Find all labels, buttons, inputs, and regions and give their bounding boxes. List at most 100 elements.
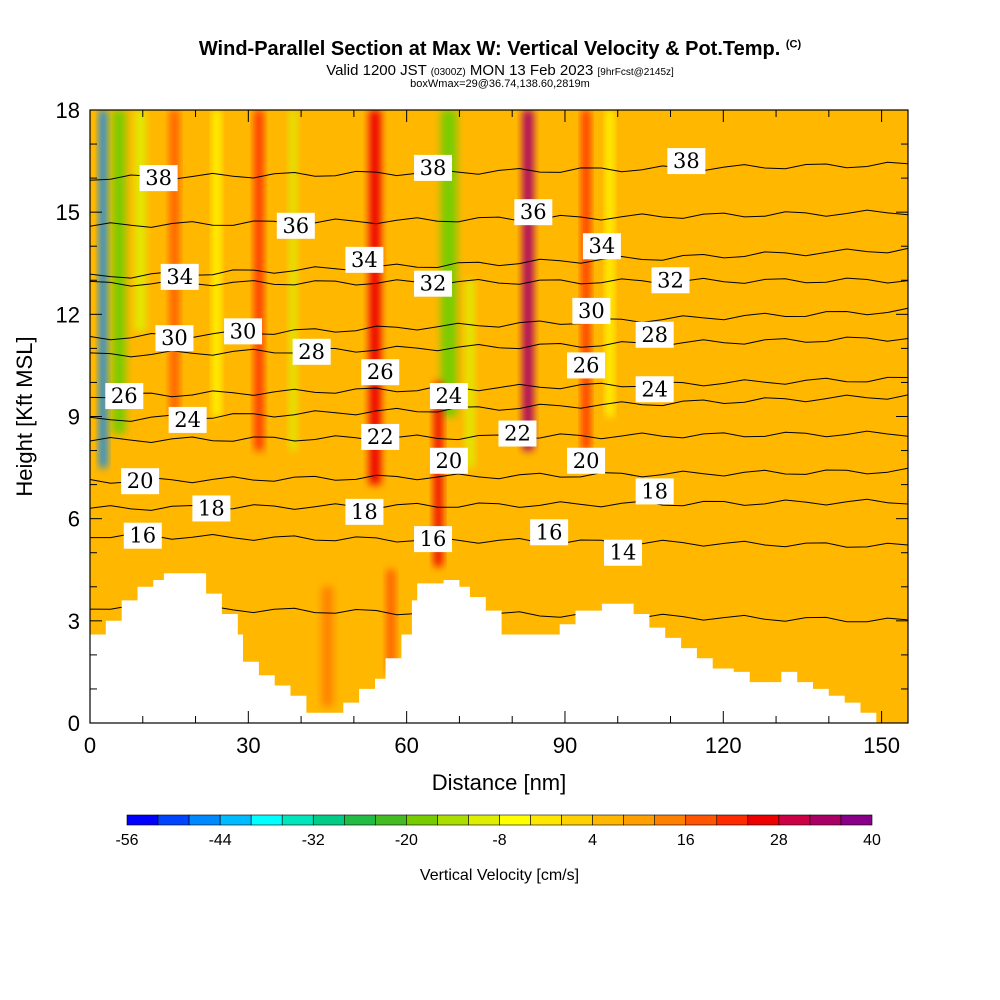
isentrope-label: 22 xyxy=(361,423,400,450)
x-tick-label: 120 xyxy=(705,733,742,758)
colorbar-tick-label: -20 xyxy=(395,832,418,849)
velocity-feature xyxy=(134,110,146,332)
velocity-feature xyxy=(465,280,475,468)
isentrope-label-text: 30 xyxy=(230,319,257,343)
colorbar-tick-label: -8 xyxy=(492,832,506,849)
isentrope-label: 24 xyxy=(429,383,468,410)
colorbar-swatch xyxy=(188,814,221,826)
isentrope-label-text: 24 xyxy=(435,384,462,408)
isentrope-label-text: 30 xyxy=(578,299,605,323)
isentrope-label-text: 18 xyxy=(351,500,378,524)
isentrope-label: 24 xyxy=(635,376,674,403)
colorbar-swatch xyxy=(747,814,780,826)
chart-subtitle: Valid 1200 JST (0300Z) MON 13 Feb 2023 [… xyxy=(0,62,1000,79)
colorbar-swatch xyxy=(685,814,718,826)
isentrope-line xyxy=(90,209,908,228)
velocity-feature xyxy=(582,110,591,451)
isentrope-label-bg xyxy=(224,318,263,345)
isentrope-label: 16 xyxy=(530,519,569,546)
valid-prefix: Valid 1200 JST xyxy=(326,62,427,79)
x-tick-label: 150 xyxy=(863,733,900,758)
isentrope-label-text: 34 xyxy=(589,234,616,258)
terrain-mask xyxy=(90,573,908,723)
isentrope-label-bg xyxy=(514,199,553,226)
isentrope-label-bg xyxy=(292,338,331,365)
isentrope-label-bg xyxy=(572,297,611,324)
velocity-feature xyxy=(440,110,457,417)
isentrope-line xyxy=(90,247,908,279)
colorbar-swatch xyxy=(561,814,593,826)
y-tick-label: 12 xyxy=(56,302,80,327)
isentrope-label-text: 24 xyxy=(174,408,201,432)
x-tick-label: 0 xyxy=(84,733,96,758)
colorbar-swatch xyxy=(281,814,314,826)
colorbar-swatch xyxy=(840,814,873,826)
isentrope-line xyxy=(90,467,908,484)
isentrope-label: 28 xyxy=(635,321,674,348)
isentrope-label: 16 xyxy=(123,522,162,549)
isentrope-label-bg xyxy=(429,383,468,410)
isentrope-label-text: 20 xyxy=(435,449,462,473)
isentrope-label: 38 xyxy=(667,148,706,175)
isentrope-label: 14 xyxy=(604,539,643,566)
colorbar-swatch xyxy=(343,814,376,826)
isentrope-label-bg xyxy=(345,498,384,525)
isentrope-label-bg xyxy=(651,267,690,294)
isentrope-label-text: 18 xyxy=(641,479,668,503)
isentrope-label: 38 xyxy=(139,165,178,192)
colorbar-swatch xyxy=(312,814,345,826)
colorbar-swatch xyxy=(654,814,687,826)
colorbar-tick-label: 4 xyxy=(588,832,597,849)
colorbar-swatch xyxy=(157,814,190,826)
colorbar-tick-label: -56 xyxy=(115,832,138,849)
velocity-feature xyxy=(386,569,395,672)
velocity-feature xyxy=(522,110,534,451)
colorbar: -56 -44 -32 -20 -8 4 16 28 40 xyxy=(115,814,881,849)
isentrope-label-text: 36 xyxy=(520,200,547,224)
velocity-feature xyxy=(170,110,179,417)
isentrope-label-bg xyxy=(276,212,315,239)
isentrope-label: 26 xyxy=(361,359,400,386)
isentrope-label-text: 18 xyxy=(198,496,225,520)
y-tick-label: 9 xyxy=(68,405,80,430)
velocity-feature xyxy=(606,110,614,417)
isentrope-label-bg xyxy=(160,263,199,290)
isentrope-label-bg xyxy=(121,468,160,495)
isentrope-label-text: 20 xyxy=(127,469,154,493)
isentrope-label-bg xyxy=(192,495,231,522)
isentrope-label: 32 xyxy=(651,267,690,294)
isentrope-label-text: 14 xyxy=(610,541,637,565)
valid-date: MON 13 Feb 2023 xyxy=(469,62,594,79)
colorbar-swatch xyxy=(468,814,500,826)
velocity-feature xyxy=(99,110,107,468)
isentrope-label: 22 xyxy=(498,420,537,447)
colorbar-tick-label: 16 xyxy=(677,832,695,849)
isentrope-label-text: 34 xyxy=(351,248,378,272)
isentrope-label: 28 xyxy=(292,338,331,365)
colorbar-swatch xyxy=(406,814,438,826)
plot-area: 14 16 16 16 18 18 18 20 20 20 22 22 24 24 24 26 26 26 28 28… xyxy=(89,109,909,724)
isentrope-label-bg xyxy=(635,376,674,403)
x-tick-label: 90 xyxy=(553,733,577,758)
velocity-feature xyxy=(289,110,297,451)
isentrope-label-bg xyxy=(361,423,400,450)
velocity-field xyxy=(99,110,614,706)
isentrope-label: 34 xyxy=(582,233,621,260)
y-tick-label: 0 xyxy=(68,711,80,736)
velocity-feature xyxy=(212,110,221,417)
isentrope-label-bg xyxy=(155,325,194,352)
colorbar-swatch xyxy=(530,814,562,826)
x-tick-label: 60 xyxy=(394,733,418,758)
isentrope-label-text: 38 xyxy=(673,149,700,173)
velocity-feature xyxy=(322,586,333,706)
chart-title-text: Wind-Parallel Section at Max W: Vertical… xyxy=(198,38,781,60)
isentrope-label-text: 38 xyxy=(420,156,447,180)
x-axis: 0 30 60 90 120 150 xyxy=(84,110,900,758)
isentrope-label: 18 xyxy=(635,478,674,505)
isentrope-label: 20 xyxy=(567,447,606,474)
isentrope-labels: 14 16 16 16 18 18 18 20 20 20 22 22 24 24 24 26 26 26 28 28… xyxy=(105,148,706,566)
velocity-feature xyxy=(112,110,126,434)
isentrope-label-text: 16 xyxy=(536,520,563,544)
isentrope-label-bg xyxy=(123,522,162,549)
